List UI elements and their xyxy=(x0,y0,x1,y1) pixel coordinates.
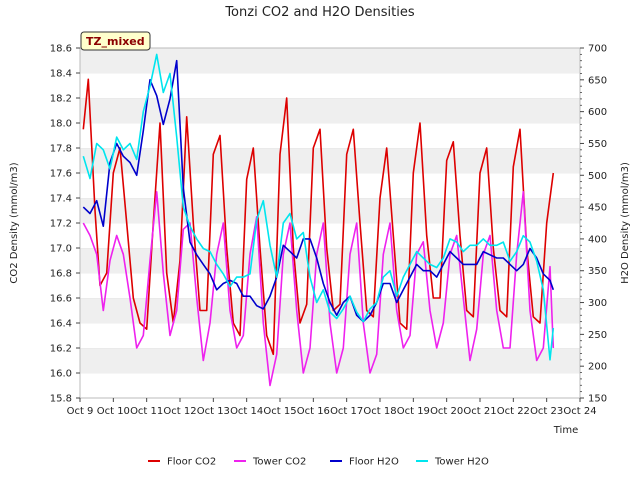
x-tick-label: Oct 16 xyxy=(297,406,330,417)
legend: Floor CO2 Tower CO2 Floor H2O Tower H2O xyxy=(148,457,489,468)
y-left-tick-label: 15.8 xyxy=(50,394,72,405)
y-left-tick-label: 17.0 xyxy=(50,244,72,255)
x-axis-title: Time xyxy=(553,425,578,436)
y-left-tick-label: 17.6 xyxy=(50,169,72,180)
y-left-axis: 15.8 16.0 16.2 16.4 16.6 16.8 17.0 17.2 17.4 17.6… xyxy=(50,44,80,405)
y-right-axis-title: H2O Density (mmol/m3) xyxy=(620,162,631,284)
x-tick-label: Oct 19 xyxy=(397,406,430,417)
legend-label-tower-co2: Tower CO2 xyxy=(252,457,306,468)
y-left-tick-label: 16.0 xyxy=(50,369,72,380)
y-left-tick-label: 18.0 xyxy=(50,119,72,130)
legend-label-floor-co2: Floor CO2 xyxy=(167,457,216,468)
y-left-tick-label: 18.6 xyxy=(50,44,72,55)
y-left-tick-label: 17.8 xyxy=(50,144,72,155)
y-right-axis: 150 200 250 300 350 400 450 500 550 600 650 700 xyxy=(580,44,607,405)
y-left-axis-title: CO2 Density (mmol/m3) xyxy=(9,162,20,283)
x-tick-label: Oct 17 xyxy=(330,406,363,417)
x-tick-label: Oct 12 xyxy=(163,406,196,417)
y-left-tick-label: 17.2 xyxy=(50,219,72,230)
site-label-box: TZ_mixed xyxy=(80,31,151,51)
x-tick-label: Oct 14 xyxy=(230,406,263,417)
x-tick-label: Oct 18 xyxy=(363,406,396,417)
y-right-tick-label: 550 xyxy=(588,139,607,150)
y-right-tick-label: 200 xyxy=(588,362,607,373)
grid-band xyxy=(80,73,580,98)
x-tick-label: Oct 11 xyxy=(130,406,163,417)
y-left-tick-label: 16.8 xyxy=(50,269,72,280)
x-axis: Oct 9 Oct 10 Oct 11 Oct 12 Oct 13 Oct 14 Oct 1… xyxy=(67,398,597,417)
y-right-tick-label: 400 xyxy=(588,234,607,245)
y-right-tick-label: 500 xyxy=(588,171,607,182)
x-tick-label: Oct 21 xyxy=(463,406,496,417)
y-left-tick-label: 16.2 xyxy=(50,344,72,355)
y-left-tick-label: 18.4 xyxy=(50,69,72,80)
y-right-tick-label: 600 xyxy=(588,107,607,118)
grid-bands xyxy=(80,47,580,398)
x-tick-label: Oct 9 xyxy=(67,406,94,417)
y-right-tick-label: 150 xyxy=(588,394,607,405)
y-left-tick-label: 17.4 xyxy=(50,194,72,205)
x-tick-label: Oct 23 xyxy=(530,406,563,417)
y-right-tick-label: 450 xyxy=(588,203,607,214)
x-tick-label: Oct 15 xyxy=(263,406,296,417)
series-line-floor-h2o xyxy=(82,59,555,323)
y-right-tick-label: 300 xyxy=(588,298,607,309)
x-tick-label: Oct 13 xyxy=(197,406,230,417)
site-label: TZ_mixed xyxy=(86,35,145,48)
grid-band xyxy=(80,348,580,373)
y-right-tick-label: 350 xyxy=(588,266,607,277)
series-line-tower-h2o xyxy=(82,53,555,361)
series-layer xyxy=(82,53,555,387)
grid-band xyxy=(80,223,580,248)
x-tick-label: Oct 10 xyxy=(97,406,130,417)
legend-label-floor-h2o: Floor H2O xyxy=(349,457,399,468)
series-line-floor-co2 xyxy=(82,78,555,356)
y-left-tick-label: 16.4 xyxy=(50,319,72,330)
y-right-tick-label: 650 xyxy=(588,75,607,86)
x-tick-label: Oct 24 xyxy=(563,406,596,417)
chart-title: Tonzi CO2 and H2O Densities xyxy=(224,5,415,20)
grid-band xyxy=(80,123,580,148)
series-line-tower-co2 xyxy=(82,191,555,387)
grid-band xyxy=(80,148,580,173)
grid-band xyxy=(80,48,580,73)
legend-label-tower-h2o: Tower H2O xyxy=(434,457,489,468)
grid-band xyxy=(80,373,580,398)
x-tick-label: Oct 22 xyxy=(497,406,530,417)
grid-band xyxy=(80,98,580,123)
y-left-tick-label: 18.2 xyxy=(50,94,72,105)
y-left-tick-label: 16.6 xyxy=(50,294,72,305)
y-right-tick-label: 250 xyxy=(588,330,607,341)
y-right-tick-label: 700 xyxy=(588,44,607,55)
x-tick-label: Oct 20 xyxy=(430,406,463,417)
